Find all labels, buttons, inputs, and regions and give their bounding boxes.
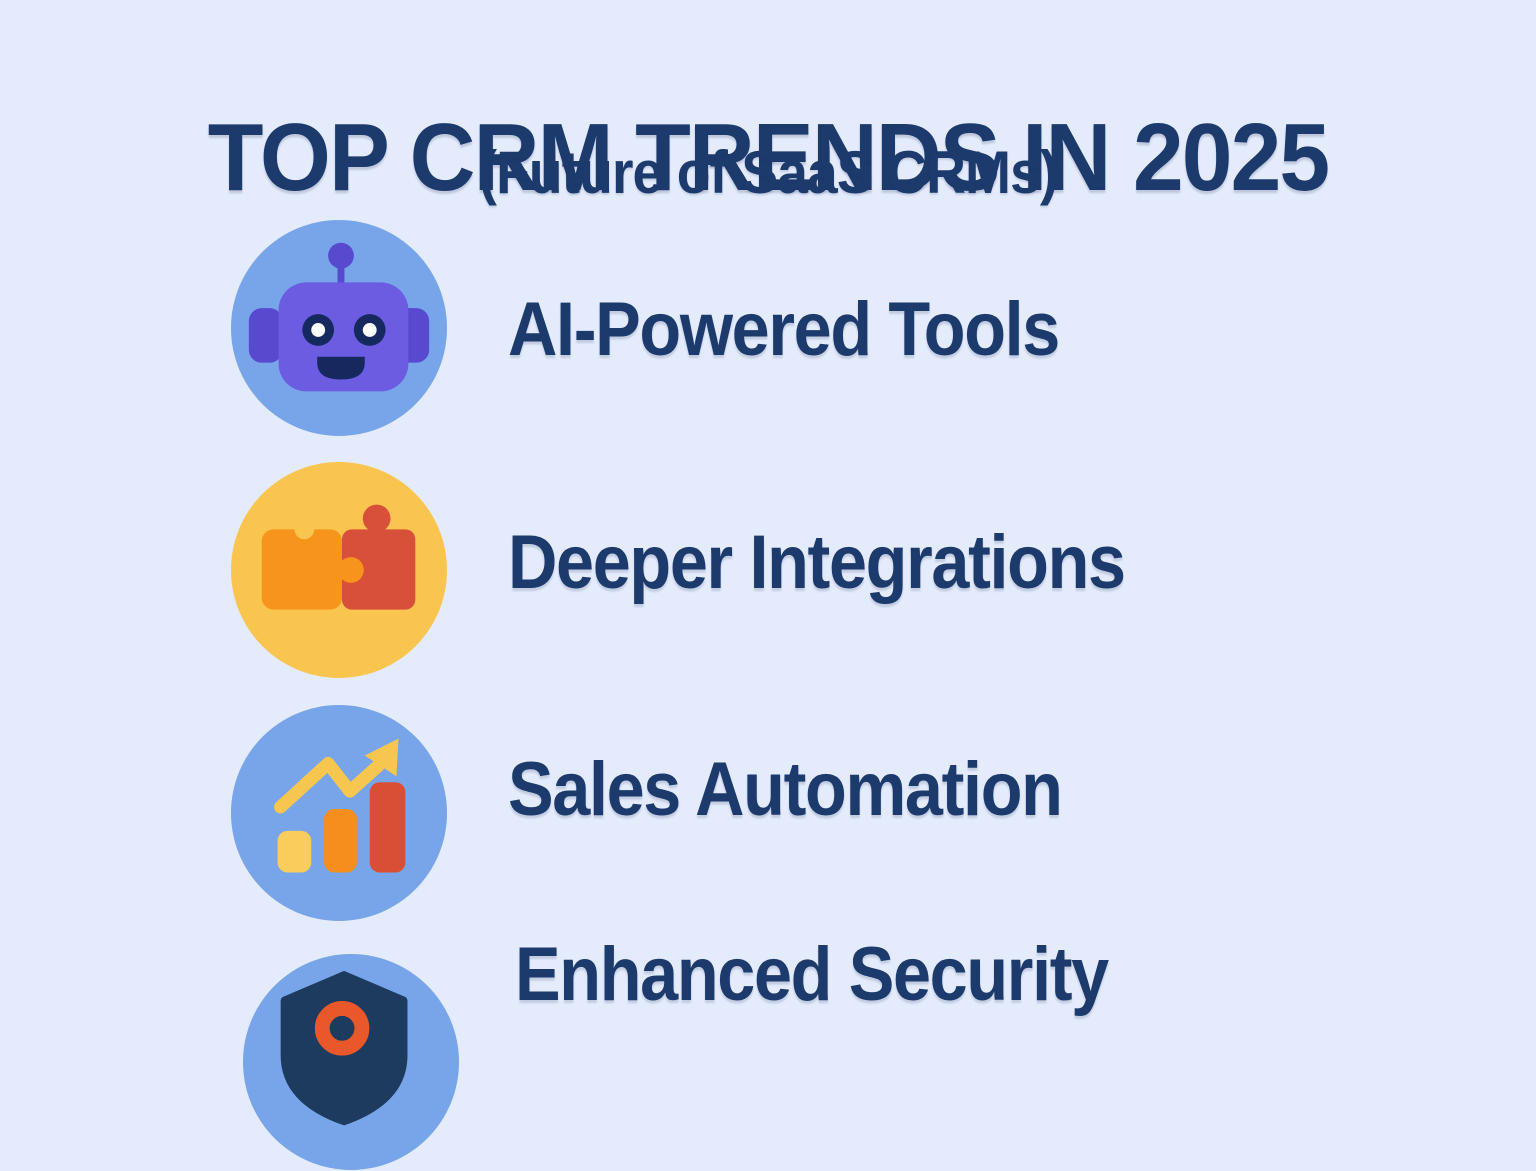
- item-label: Deeper Integrations: [508, 520, 1126, 605]
- robot-icon: [230, 219, 448, 437]
- page-subtitle: (Future of SaaS CRMs): [478, 139, 1059, 206]
- growth-chart-icon: [230, 704, 448, 922]
- page-title: TOP CRM TRENDS IN 2025: [207, 104, 1330, 212]
- shield-lock-icon: [242, 953, 460, 1171]
- trend-item-enhanced-security: Enhanced Security: [242, 937, 1174, 1171]
- trend-item-deeper-integrations: Deeper Integrations: [230, 461, 1193, 679]
- trend-item-sales-automation: Sales Automation: [230, 704, 1123, 922]
- item-label: Sales Automation: [508, 747, 1063, 832]
- puzzle-icon: [230, 461, 448, 679]
- item-label: AI-Powered Tools: [508, 287, 1060, 372]
- trend-item-ai-powered-tools: AI-Powered Tools: [230, 219, 1120, 437]
- item-label: Enhanced Security: [515, 932, 1109, 1017]
